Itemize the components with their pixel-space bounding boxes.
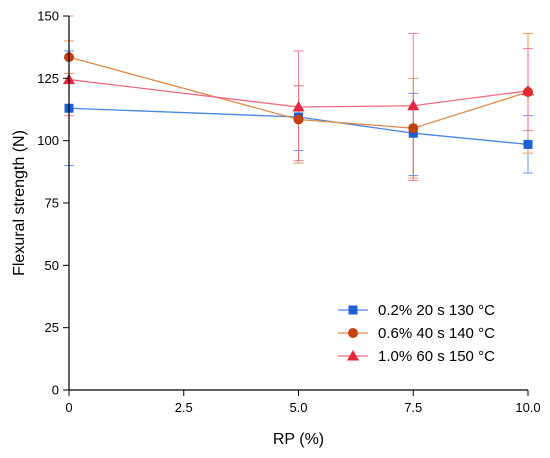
y-tick-label: 75 [45, 196, 59, 211]
legend-label: 0.6% 40 s 140 °C [378, 325, 495, 342]
series-line [68, 78, 529, 108]
series-line [68, 107, 529, 146]
legend: 0.2% 20 s 130 °C 0.6% 40 s 140 °C 1.0% 60 … [338, 302, 495, 365]
data-point [408, 123, 419, 134]
data-point [292, 101, 305, 112]
x-tick-label: 2.5 [175, 400, 193, 415]
y-axis-title: Flexural strength (N) [11, 130, 28, 276]
y-tick-label: 100 [37, 133, 59, 148]
y-tick-label: 50 [45, 258, 59, 273]
y-tick-label: 25 [45, 320, 59, 335]
x-axis-title: RP (%) [273, 431, 324, 448]
series-lines [68, 56, 529, 146]
legend-marker [347, 350, 359, 361]
x-tick-label: 5.0 [289, 400, 307, 415]
series-line [68, 56, 529, 129]
x-tick-label: 10.0 [515, 400, 540, 415]
data-point [523, 139, 533, 149]
legend-marker [348, 328, 358, 338]
x-tick-label: 7.5 [404, 400, 422, 415]
y-axis-ticks: 0 25 50 75 100 125 150 [37, 9, 69, 398]
legend-label: 0.2% 20 s 130 °C [378, 302, 495, 319]
x-axis-ticks: 0 2.5 5.0 7.5 10.0 [65, 390, 541, 415]
data-point [293, 114, 304, 125]
data-point [522, 84, 534, 96]
y-tick-label: 125 [37, 71, 59, 86]
legend-label: 1.0% 60 s 150 °C [378, 348, 495, 365]
error-bars [64, 15, 533, 182]
y-tick-label: 0 [52, 383, 59, 398]
x-tick-label: 0 [65, 400, 72, 415]
y-tick-label: 150 [37, 9, 59, 24]
data-point [407, 99, 420, 111]
legend-marker [348, 305, 358, 315]
